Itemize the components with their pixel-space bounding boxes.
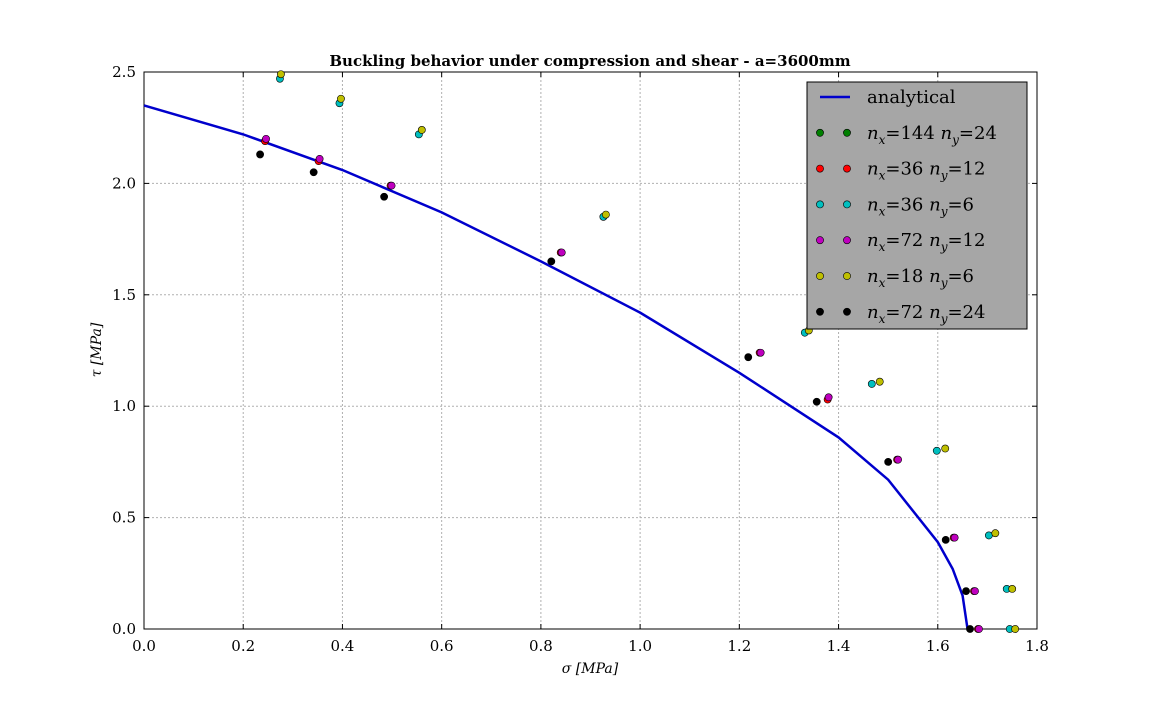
legend: analytical nx=144 ny=24 nx=36 ny=12 nx=36 n… [806, 81, 1028, 330]
data-point [867, 380, 876, 388]
y-tick-label: 2.0 [112, 174, 136, 192]
chart-title: Buckling behavior under compression and … [329, 52, 850, 70]
y-tick-label: 0.5 [112, 509, 136, 527]
legend-label: nx=72 ny=12 [867, 230, 985, 254]
data-point [975, 625, 983, 633]
data-point [744, 353, 753, 362]
data-point [417, 126, 426, 134]
data-point [966, 625, 974, 633]
data-point [547, 257, 556, 266]
data-point [941, 444, 950, 453]
plot-frame [143, 71, 1038, 630]
legend-marker [816, 307, 824, 316]
data-point [1008, 584, 1017, 593]
x-tick-label: 1.0 [628, 637, 652, 655]
legend-label: nx=144 ny=24 [867, 123, 997, 147]
data-point [875, 377, 884, 386]
data-point [315, 154, 324, 163]
y-tick-label: 1.5 [112, 286, 136, 304]
x-tick-label: 1.6 [926, 637, 950, 655]
data-point [337, 94, 345, 103]
x-tick-label: 0.6 [430, 637, 454, 655]
data-point [984, 531, 993, 540]
data-point [962, 587, 970, 596]
data-point [256, 150, 264, 159]
data-point [991, 529, 1000, 538]
x-axis-label: σ [MPa] [562, 661, 619, 677]
data-point [971, 587, 979, 596]
data-point [309, 168, 318, 177]
data-point [812, 397, 821, 406]
y-tick-label: 1.0 [112, 397, 136, 415]
legend-marker [843, 307, 851, 316]
x-tick-label: 0.0 [132, 637, 156, 655]
data-point [1011, 625, 1020, 633]
x-tick-label: 0.2 [231, 637, 255, 655]
data-point [824, 393, 833, 402]
legend-marker [843, 200, 851, 209]
x-tick-label: 1.2 [727, 637, 751, 655]
analytical-curve-layer [143, 104, 969, 630]
legend-marker [843, 272, 851, 280]
data-point [884, 457, 893, 466]
analytical-curve [143, 104, 969, 630]
data-point [380, 192, 389, 201]
legend-label: nx=18 ny=6 [867, 266, 974, 290]
data-point [262, 134, 270, 143]
legend-label-analytical: analytical [867, 87, 956, 108]
data-point [894, 455, 902, 464]
scatter-points-layer [256, 70, 1020, 633]
data-point [941, 535, 950, 544]
legend-marker [816, 128, 824, 137]
legend-marker [843, 236, 851, 245]
legend-marker [816, 164, 824, 173]
legend-marker [843, 164, 851, 173]
y-tick-label: 2.5 [112, 63, 136, 81]
legend-marker [816, 200, 824, 209]
data-point [950, 533, 959, 542]
x-tick-label: 1.8 [1025, 637, 1049, 655]
axis-ticks: 0.0 0.2 0.4 0.6 0.8 1.0 1.2 1.4 1.6 1.8 0.0 0.5 1.0 1… [112, 63, 1049, 655]
legend-label: nx=36 ny=6 [867, 194, 974, 218]
x-tick-label: 0.4 [331, 637, 355, 655]
legend-label: nx=36 ny=12 [867, 159, 985, 183]
y-tick-label: 0.0 [112, 620, 136, 638]
x-tick-label: 0.8 [529, 637, 553, 655]
legend-label: nx=72 ny=24 [867, 302, 985, 326]
data-point [387, 181, 396, 190]
data-point [756, 348, 765, 357]
x-tick-label: 1.4 [827, 637, 851, 655]
y-axis-label: τ [MPa] [89, 322, 105, 377]
data-point [557, 248, 566, 257]
legend-marker [816, 272, 824, 280]
data-point [601, 210, 610, 219]
data-point [932, 446, 941, 455]
data-point [277, 70, 285, 79]
legend-marker [843, 128, 851, 137]
legend-marker [816, 236, 824, 245]
